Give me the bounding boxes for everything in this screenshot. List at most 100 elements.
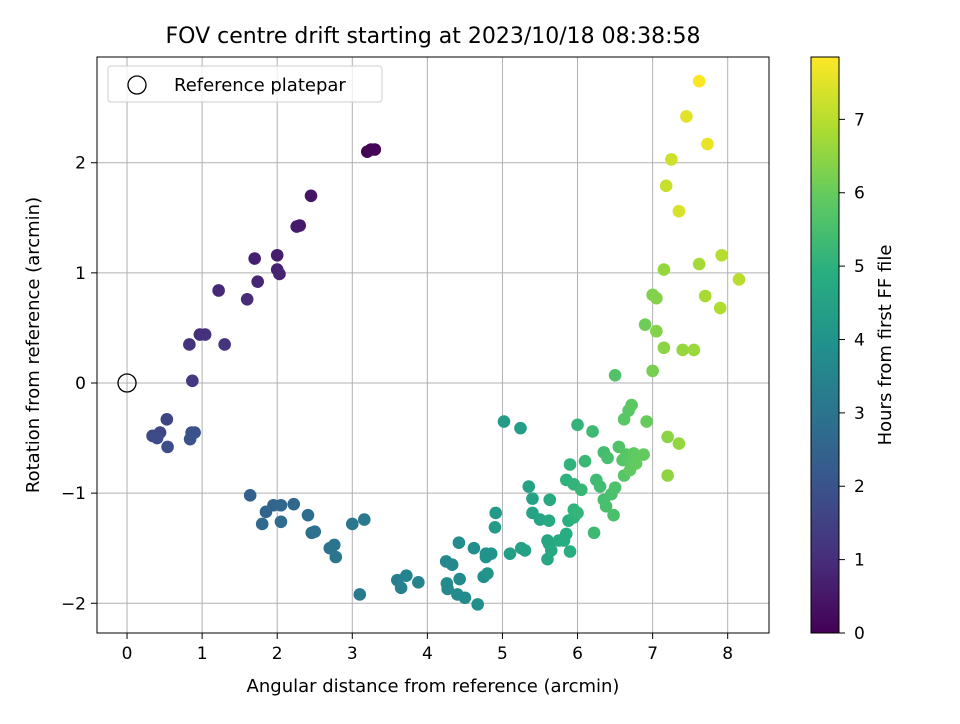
data-point <box>680 110 693 123</box>
data-point <box>479 547 493 561</box>
data-point <box>657 341 671 355</box>
colorbar-label: Hours from first FF file <box>875 245 896 446</box>
colorbar-tick-label: 7 <box>854 110 865 130</box>
data-point <box>458 591 472 605</box>
y-tick-label: 0 <box>75 374 86 394</box>
x-tick-label: 3 <box>347 644 358 664</box>
data-point <box>672 437 686 450</box>
data-point <box>183 432 197 446</box>
data-point <box>248 252 261 265</box>
data-point <box>625 398 638 412</box>
chart-title: FOV centre drift starting at 2023/10/18 … <box>166 24 701 49</box>
legend-box <box>107 65 383 103</box>
data-point <box>661 469 674 482</box>
data-point <box>608 368 622 382</box>
data-point <box>586 425 599 438</box>
data-point <box>650 324 663 338</box>
data-point <box>488 520 502 534</box>
data-point <box>593 480 607 493</box>
data-point <box>599 500 613 513</box>
data-point <box>522 480 536 493</box>
data-point <box>563 545 577 558</box>
reference-platepar-marker <box>117 373 137 393</box>
data-point <box>327 538 341 552</box>
x-tick-label: 7 <box>647 644 658 664</box>
data-point <box>368 143 382 156</box>
x-axis-ticks: 0 1 2 3 4 5 6 7 8 <box>122 633 733 664</box>
y-tick-label: −1 <box>61 484 86 504</box>
data-point <box>287 497 301 511</box>
data-point <box>467 541 481 555</box>
x-tick-label: 4 <box>422 644 433 664</box>
data-point <box>665 153 678 166</box>
data-point <box>301 508 315 522</box>
data-point <box>574 483 588 497</box>
data-point <box>412 576 425 589</box>
data-point <box>571 418 584 432</box>
data-point <box>503 547 517 561</box>
data-point <box>640 415 653 428</box>
data-point <box>638 318 652 331</box>
data-point <box>251 275 264 288</box>
data-point <box>240 292 254 306</box>
data-point <box>608 481 622 494</box>
y-tick-label: 2 <box>75 154 86 174</box>
y-axis-ticks: −2 −1 0 1 2 <box>61 154 97 614</box>
data-point <box>290 220 304 233</box>
data-point <box>559 527 573 541</box>
data-point <box>308 525 322 538</box>
data-point <box>212 284 225 297</box>
data-point <box>218 338 231 351</box>
legend-marker-circle <box>127 75 147 95</box>
data-point <box>329 550 343 564</box>
colorbar <box>810 56 840 634</box>
y-tick-label: −2 <box>61 594 86 614</box>
x-tick-label: 0 <box>122 644 133 664</box>
legend: Reference platepar <box>107 65 383 103</box>
plot-frame <box>96 56 770 634</box>
data-point <box>676 343 689 357</box>
data-point <box>578 454 592 468</box>
data-point <box>563 458 577 471</box>
data-point <box>646 364 659 378</box>
data-point <box>150 431 164 445</box>
data-point <box>183 338 196 351</box>
data-point <box>243 489 257 502</box>
data-point <box>273 267 286 281</box>
data-point <box>471 598 484 611</box>
data-point <box>543 493 557 507</box>
data-point <box>672 204 686 218</box>
data-point <box>659 179 673 193</box>
data-point <box>571 506 584 520</box>
data-points <box>146 74 746 611</box>
x-axis-label: Angular distance from reference (arcmin) <box>247 676 620 697</box>
x-tick-label: 6 <box>572 644 583 664</box>
data-point <box>445 558 459 572</box>
data-point <box>657 263 671 276</box>
data-point <box>440 577 454 590</box>
x-tick-label: 1 <box>197 644 208 664</box>
y-axis-label: Rotation from reference (arcmin) <box>23 197 44 493</box>
data-point <box>587 526 601 540</box>
data-point <box>732 273 746 286</box>
colorbar-tick-label: 4 <box>854 330 865 350</box>
data-point <box>518 544 532 557</box>
data-point <box>489 506 502 520</box>
colorbar-tick-label: 0 <box>854 624 865 644</box>
data-point <box>698 289 712 303</box>
colorbar-tick-label: 1 <box>854 551 865 571</box>
legend-entry-reference: Reference platepar <box>174 75 346 96</box>
data-point <box>497 415 511 428</box>
colorbar-tick-label: 6 <box>854 184 865 204</box>
data-point <box>612 440 626 454</box>
data-point <box>629 457 643 470</box>
data-point <box>274 498 288 512</box>
data-point <box>542 514 556 527</box>
data-point <box>160 413 174 426</box>
data-point <box>701 137 714 151</box>
data-point <box>255 517 269 531</box>
data-point <box>687 343 701 357</box>
data-point <box>715 248 728 262</box>
